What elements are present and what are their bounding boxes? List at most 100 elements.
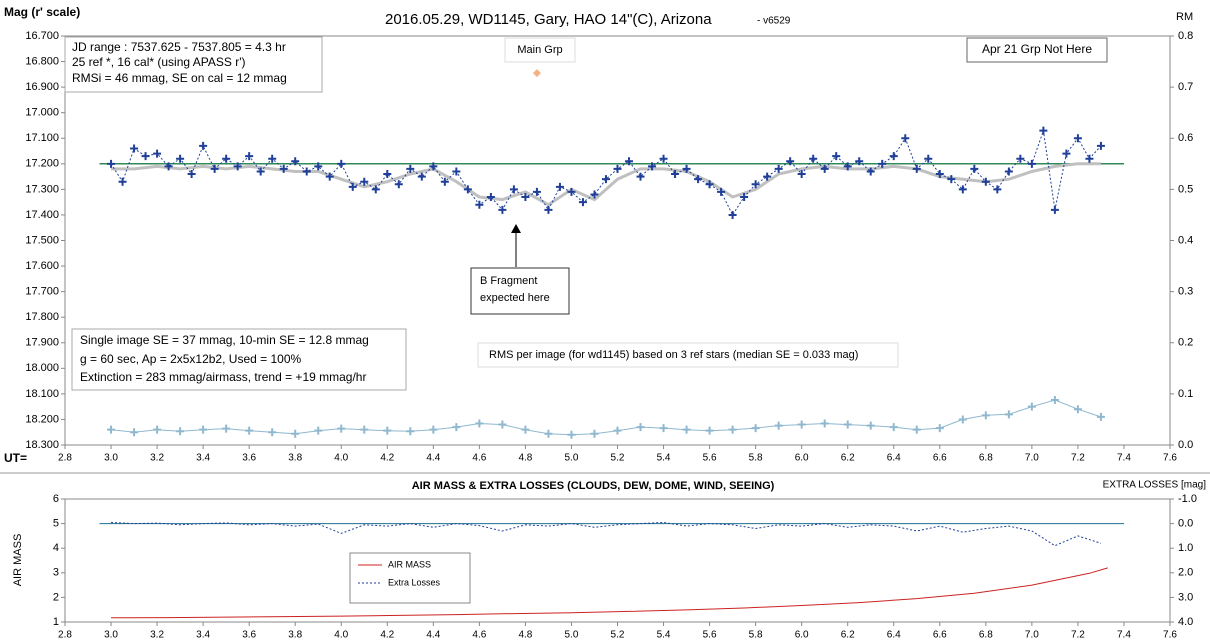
- data-point: [222, 154, 231, 163]
- data-point: [222, 424, 231, 433]
- data-point: [1096, 412, 1105, 421]
- data-point: [383, 170, 392, 179]
- data-point: [498, 205, 507, 214]
- y-tick-label: 6: [53, 493, 59, 505]
- data-point: [107, 425, 116, 434]
- data-point: [567, 430, 576, 439]
- data-point: [1016, 154, 1025, 163]
- x-tick-label: 5.6: [703, 630, 717, 641]
- data-point: [901, 134, 910, 143]
- y-tick-label: 16.700: [25, 30, 59, 42]
- data-point: [544, 205, 553, 214]
- y-tick-label: 17.600: [25, 260, 59, 272]
- data-point: [659, 154, 668, 163]
- data-point: [705, 426, 714, 435]
- data-point: [153, 149, 162, 158]
- y-tick-label: 17.300: [25, 183, 59, 195]
- data-point: [728, 425, 737, 434]
- y-tick-label: 17.100: [25, 132, 59, 144]
- data-point: [440, 177, 449, 186]
- x-tick-label: 4.8: [518, 630, 532, 641]
- x-tick-label: 4.8: [518, 453, 532, 464]
- y-tick-label: 16.800: [25, 55, 59, 67]
- y2-tick-label: -1.0: [1178, 493, 1197, 505]
- data-point: [659, 424, 668, 433]
- data-point: [1062, 149, 1071, 158]
- y-tick-label: 3: [53, 567, 59, 579]
- y-tick-label: 18.200: [25, 413, 59, 425]
- data-point: [486, 193, 495, 202]
- data-point: [141, 152, 150, 161]
- data-point: [567, 187, 576, 196]
- x-tick-label: 3.4: [196, 630, 210, 641]
- data-point: [625, 157, 634, 166]
- info-line: RMSi = 46 mmag, SE on cal = 12 mmag: [72, 71, 287, 85]
- data-point: [1073, 405, 1082, 414]
- y-tick-label: 16.900: [25, 81, 59, 93]
- x-tick-label: 6.8: [979, 630, 993, 641]
- data-point: [256, 167, 265, 176]
- data-point: [682, 164, 691, 173]
- data-point: [314, 426, 323, 435]
- y2-tick-label: 0.4: [1178, 234, 1193, 246]
- data-point: [843, 162, 852, 171]
- data-point: [521, 425, 530, 434]
- y2-axis-label: RM: [1176, 11, 1193, 23]
- x-tick-label: 5.2: [611, 630, 625, 641]
- data-point: [590, 190, 599, 199]
- data-point: [348, 182, 357, 191]
- x-tick-label: 3.0: [104, 630, 118, 641]
- data-point: [153, 425, 162, 434]
- data-point: [889, 152, 898, 161]
- x-tick-label: 3.2: [150, 453, 164, 464]
- y2-tick-label: 0.0: [1178, 439, 1193, 451]
- legend-label: Extra Losses: [388, 577, 441, 587]
- data-point: [452, 167, 461, 176]
- data-point: [429, 425, 438, 434]
- x-tick-label: 7.2: [1071, 630, 1085, 641]
- data-point: [671, 170, 680, 179]
- y-tick-label: 17.500: [25, 234, 59, 246]
- y-tick-label: 4: [53, 542, 59, 554]
- data-point: [751, 180, 760, 189]
- data-point: [233, 162, 242, 171]
- x-axis-label: UT=: [4, 451, 27, 465]
- data-point: [935, 170, 944, 179]
- data-point: [268, 428, 277, 437]
- series-line: [111, 162, 1101, 207]
- data-point: [774, 164, 783, 173]
- data-point: [786, 157, 795, 166]
- x-tick-label: 5.6: [703, 453, 717, 464]
- x-tick-label: 6.2: [841, 453, 855, 464]
- x-tick-label: 7.4: [1117, 630, 1131, 641]
- x-tick-label: 4.2: [380, 453, 394, 464]
- data-point: [268, 154, 277, 163]
- data-point: [130, 144, 139, 153]
- data-point: [636, 423, 645, 432]
- x-tick-label: 4.4: [426, 630, 440, 641]
- data-point: [613, 164, 622, 173]
- data-point: [475, 200, 484, 209]
- legend-label: AIR MASS: [388, 559, 431, 569]
- x-tick-label: 5.2: [611, 453, 625, 464]
- b-fragment-box: [470, 267, 570, 315]
- data-point: [521, 193, 530, 202]
- y2-tick-label: 4.0: [1178, 616, 1193, 628]
- x-tick-label: 7.0: [1025, 453, 1039, 464]
- data-point: [832, 152, 841, 161]
- x-tick-label: 3.6: [242, 630, 256, 641]
- data-point: [728, 210, 737, 219]
- x-tick-label: 2.8: [58, 453, 72, 464]
- data-point: [601, 175, 610, 184]
- data-point: [498, 420, 507, 429]
- rms-note: RMS per image (for wd1145) based on 3 re…: [489, 349, 858, 361]
- y-tick-label: 18.100: [25, 388, 59, 400]
- data-point: [958, 185, 967, 194]
- data-point: [993, 185, 1002, 194]
- data-point: [682, 425, 691, 434]
- x-tick-label: 5.4: [657, 453, 671, 464]
- data-point: [164, 162, 173, 171]
- y2-tick-label: 1.0: [1178, 542, 1193, 554]
- x-tick-label: 7.4: [1117, 453, 1131, 464]
